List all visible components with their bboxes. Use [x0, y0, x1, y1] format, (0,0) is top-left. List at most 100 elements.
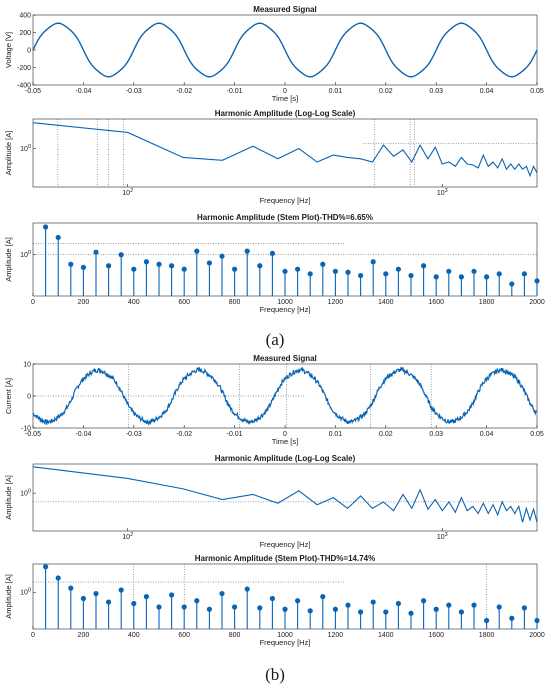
b3-stem-marker — [383, 609, 389, 615]
a3-stem-marker — [282, 268, 288, 274]
b3-stem-marker — [332, 606, 338, 612]
b3-stem-marker — [358, 609, 364, 615]
a2-axes-frame — [32, 118, 538, 188]
a3-stem-marker — [156, 261, 162, 267]
a1-y-tick-label: 400 — [19, 13, 31, 20]
a3-x-axis-label: Frequency [Hz] — [260, 305, 311, 314]
b3-stem-marker — [106, 599, 112, 605]
a3-stem-marker — [358, 272, 364, 279]
a1-title: Measured Signal — [253, 5, 317, 14]
a1-y-axis-label: Voltage [V] — [4, 32, 13, 68]
b1-x-tick-label: 0.05 — [530, 431, 544, 438]
b3-stem-marker — [534, 617, 540, 624]
a3-stem-marker — [143, 259, 149, 265]
a3-x-tick-label: 1000 — [277, 299, 293, 306]
a3-stem-marker — [421, 263, 427, 269]
a1-x-tick-label: -0.03 — [126, 88, 142, 95]
b1-x-tick-label: 0 — [283, 431, 287, 438]
b3-stem-marker — [244, 586, 250, 592]
b3-y-axis-label: Amplitude [A] — [4, 574, 13, 619]
a3-stem-marker — [433, 274, 439, 280]
b3-stem-marker — [509, 615, 515, 621]
a1-x-tick-label: -0.01 — [227, 88, 243, 95]
b3-stem-marker — [307, 608, 313, 614]
a3-stem-marker — [458, 274, 464, 280]
a1-x-tick-label: -0.04 — [75, 88, 91, 95]
a3-stem-marker — [43, 224, 49, 230]
b1-y-tick-label: 0 — [27, 394, 31, 401]
panel-label-b: (b) — [265, 665, 285, 684]
a2-y-tick-label: 100 — [20, 144, 31, 153]
b3-stem-marker — [521, 605, 528, 611]
a2-title: Harmonic Amplitude (Log-Log Scale) — [215, 109, 356, 118]
b3-stem-marker — [433, 606, 439, 612]
a2-x-axis-label: Frequency [Hz] — [260, 196, 311, 205]
a1-x-tick-label: 0.02 — [379, 88, 393, 95]
b3-x-tick-label: 800 — [229, 632, 241, 639]
a3-x-tick-label: 1400 — [378, 299, 394, 306]
a3-stem-marker — [320, 261, 326, 267]
a1-x-tick-label: 0 — [283, 88, 287, 95]
b3-y-tick-label: 100 — [20, 588, 31, 597]
b2-x-axis-label: Frequency [Hz] — [260, 540, 311, 549]
b3-stem-marker — [484, 617, 490, 624]
a3-stem-marker — [383, 271, 389, 277]
a1-x-tick-label: 0.01 — [329, 88, 343, 95]
b1-x-tick-label: 0.02 — [379, 431, 393, 438]
b3-stem-marker — [395, 600, 401, 607]
b3-stem-marker — [295, 598, 301, 604]
b1-x-axis-label: Time [s] — [272, 437, 298, 446]
b3-x-tick-label: 400 — [128, 632, 140, 639]
a1-x-tick-label: -0.05 — [25, 88, 41, 95]
a3-stem-marker — [181, 266, 187, 272]
a1-x-axis-label: Time [s] — [272, 94, 298, 103]
b3-stem-marker — [156, 604, 162, 610]
a1-x-tick-label: 0.03 — [429, 88, 443, 95]
a3-y-tick-label: 100 — [20, 250, 31, 259]
b3-stem-marker — [232, 604, 238, 610]
b3-stem-marker — [131, 600, 137, 607]
a3-stem-marker — [345, 269, 351, 275]
a2-x-tick-label: 103 — [437, 188, 448, 197]
a1-y-tick-label: 0 — [27, 48, 31, 55]
b1-x-tick-label: -0.04 — [75, 431, 91, 438]
b3-stem-marker — [118, 587, 124, 593]
b3-stem-marker — [194, 598, 200, 604]
b3-stem-marker — [219, 590, 225, 597]
a3-x-tick-label: 200 — [78, 299, 90, 306]
b3-stem-marker — [143, 594, 149, 600]
a3-x-tick-label: 1200 — [328, 299, 344, 306]
a3-stem-marker — [509, 281, 515, 287]
b1-series-line — [32, 366, 538, 427]
a3-stem-marker — [332, 268, 338, 274]
b1-x-tick-label: 0.04 — [480, 431, 494, 438]
b3-stem-marker — [421, 598, 427, 604]
b3-stem-marker — [446, 602, 452, 608]
a3-x-tick-label: 1600 — [428, 299, 444, 306]
a3-x-tick-label: 1800 — [479, 299, 495, 306]
b2-title: Harmonic Amplitude (Log-Log Scale) — [215, 454, 356, 463]
a3-stem-marker — [118, 252, 124, 258]
a3-x-tick-label: 400 — [128, 299, 140, 306]
b3-x-tick-label: 600 — [178, 632, 190, 639]
b3-x-tick-label: 1400 — [378, 632, 394, 639]
b3-stem-marker — [181, 604, 187, 610]
a3-x-tick-label: 800 — [229, 299, 241, 306]
b2-y-axis-label: Amplitude [A] — [4, 475, 13, 520]
a3-stem-marker — [55, 234, 61, 241]
a3-stem-marker — [484, 274, 490, 280]
a1-series-line — [32, 22, 538, 78]
b3-x-axis-label: Frequency [Hz] — [260, 638, 311, 647]
b3-x-tick-label: 1600 — [428, 632, 444, 639]
b3-x-tick-label: 1800 — [479, 632, 495, 639]
a3-x-tick-label: 0 — [31, 299, 35, 306]
a1-y-tick-label: -400 — [17, 83, 31, 90]
b3-stem-marker — [496, 604, 502, 610]
a3-stem-marker — [408, 272, 414, 279]
a3-stem-marker — [257, 263, 263, 269]
a3-stem-marker — [395, 266, 401, 272]
a3-stem-marker — [295, 266, 301, 272]
b2-x-tick-label: 102 — [122, 532, 133, 541]
